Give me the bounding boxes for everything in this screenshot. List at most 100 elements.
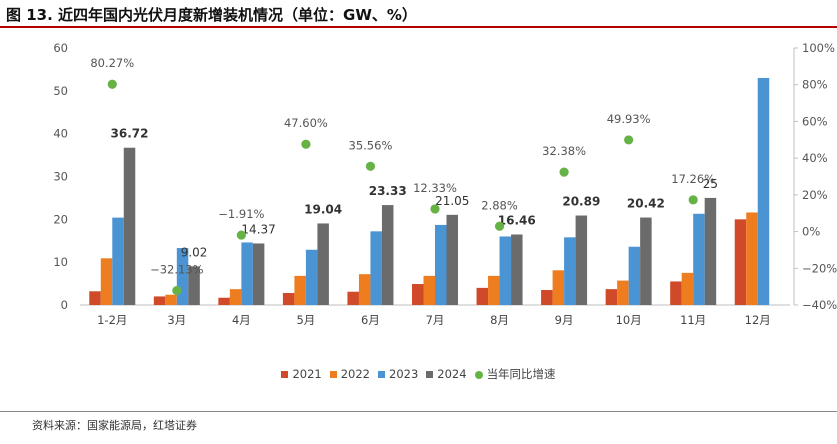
figure-title: 图 13. 近四年国内光伏月度新增装机情况（单位：GW、%）: [6, 4, 417, 25]
bar-2024: [575, 215, 588, 305]
y-right-tick-label: −20%: [802, 261, 837, 275]
bar-2024: [704, 197, 717, 305]
x-tick-label: 4月: [232, 313, 251, 327]
footer-divider: [0, 411, 837, 412]
bar-2021: [282, 293, 295, 305]
data-label-2024: 23.33: [369, 184, 407, 198]
bar-2024: [511, 234, 523, 305]
growth-point: [107, 79, 117, 89]
bar-2024: [446, 214, 458, 305]
legend-item-2021: 2021: [281, 367, 322, 381]
bar-2023: [499, 236, 512, 305]
y-left-tick-label: 10: [53, 255, 68, 269]
y-right-tick-label: 40%: [802, 151, 828, 165]
growth-point: [559, 167, 569, 177]
data-label-2024: 19.04: [304, 202, 342, 216]
bar-2021: [412, 284, 424, 305]
y-right-tick-label: 60%: [802, 114, 828, 128]
x-tick-label: 7月: [426, 313, 445, 327]
y-left-tick-label: 50: [53, 84, 68, 98]
y-right-tick-label: −40%: [802, 298, 837, 312]
legend-label: 2023: [389, 367, 419, 381]
bar-2023: [435, 224, 447, 305]
bar-2023: [112, 217, 124, 305]
bar-2021: [347, 291, 359, 305]
growth-label: 12.33%: [413, 181, 457, 195]
bar-2024: [252, 243, 265, 305]
legend-item-2022: 2022: [329, 367, 370, 381]
bar-2021: [476, 287, 489, 305]
bar-2024: [188, 266, 200, 305]
y-left-tick-label: 20: [53, 212, 68, 226]
growth-label: 80.27%: [90, 56, 134, 70]
data-label-2024: 16.46: [498, 213, 536, 227]
bar-2022: [165, 294, 177, 305]
bar-2022: [358, 274, 371, 305]
growth-point: [301, 139, 311, 149]
title-divider: [0, 26, 837, 28]
bar-2023: [176, 248, 189, 305]
bar-2024: [123, 147, 136, 305]
y-right-tick-label: 100%: [802, 41, 835, 55]
growth-label: 47.60%: [284, 116, 328, 130]
figure-label: 图 13.: [6, 6, 53, 24]
legend-item-2024: 2024: [426, 367, 467, 381]
bar-2022: [229, 289, 242, 305]
bar-2023: [305, 249, 318, 305]
bar-2021: [670, 281, 682, 305]
x-tick-label: 9月: [555, 313, 574, 327]
bar-2023: [370, 231, 382, 305]
bar-2023: [693, 213, 705, 305]
y-right-tick-label: 20%: [802, 188, 828, 202]
y-left-tick-label: 30: [53, 170, 68, 184]
growth-point: [172, 285, 182, 296]
growth-label: 32.38%: [542, 144, 586, 158]
chart-title: 近四年国内光伏月度新增装机情况（单位：GW、%）: [58, 6, 417, 24]
bar-2022: [100, 258, 113, 305]
y-right-tick-label: 80%: [802, 78, 828, 92]
x-tick-label: 12月: [745, 313, 771, 327]
legend-label: 2022: [340, 367, 370, 381]
bar-2023: [757, 77, 770, 305]
bar-2024: [317, 223, 329, 305]
data-label-2024: 21.05: [435, 194, 469, 208]
bar-2022: [746, 212, 758, 305]
legend-item-growth: 当年同比增速: [474, 366, 556, 382]
growth-point: [624, 135, 634, 145]
legend-label: 2024: [437, 367, 467, 381]
bar-2022: [681, 272, 694, 305]
legend-label: 2021: [292, 367, 322, 381]
legend-label: 当年同比增速: [486, 367, 556, 381]
bar-2024: [381, 205, 394, 305]
growth-point: [365, 161, 376, 171]
growth-label: −1.91%: [218, 207, 264, 221]
data-label-2024: 20.42: [627, 197, 665, 211]
bar-2023: [564, 237, 576, 305]
legend-swatch: [426, 371, 434, 378]
growth-point: [688, 195, 698, 205]
x-tick-label: 5月: [296, 313, 315, 327]
bar-2022: [294, 275, 306, 305]
legend-swatch: [378, 371, 385, 378]
bar-2021: [541, 290, 553, 305]
growth-label: 17.26%: [671, 172, 715, 186]
bar-2022: [617, 280, 629, 305]
x-tick-label: 8月: [490, 313, 509, 327]
x-tick-label: 1-2月: [97, 313, 127, 327]
x-tick-label: 3月: [167, 313, 186, 327]
legend-swatch: [329, 371, 337, 378]
data-label-2024: 14.37: [241, 222, 275, 236]
source-note: 资料来源：国家能源局，红塔证券: [32, 419, 197, 432]
bar-2021: [153, 296, 166, 305]
growth-point: [494, 221, 505, 231]
y-left-tick-label: 40: [53, 127, 68, 141]
growth-label: 35.56%: [349, 138, 393, 152]
x-tick-label: 11月: [680, 313, 706, 327]
growth-point: [430, 204, 440, 214]
bar-2023: [628, 246, 641, 305]
legend-dot: [474, 371, 483, 379]
bar-2021: [89, 291, 101, 305]
x-tick-label: 10月: [616, 313, 642, 327]
data-label-2024: 25: [703, 177, 718, 191]
bar-2021: [605, 289, 618, 305]
